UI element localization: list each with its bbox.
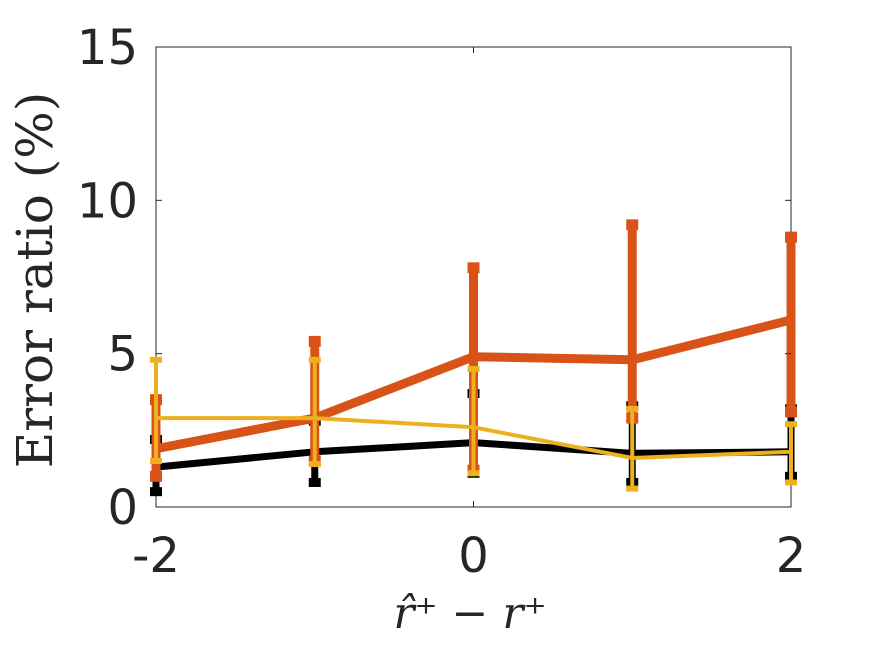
y-tick-label: 0 bbox=[107, 480, 138, 536]
data-point bbox=[786, 315, 796, 325]
data-point bbox=[630, 455, 635, 460]
y-axis-label: Error ratio (%) bbox=[6, 92, 64, 469]
series-layer bbox=[150, 219, 797, 497]
data-point bbox=[469, 352, 478, 362]
data-point bbox=[627, 355, 637, 365]
data-point bbox=[471, 425, 476, 430]
y-tick-label: 10 bbox=[77, 173, 138, 229]
y-tick-label: 15 bbox=[77, 20, 138, 76]
y-tick-label: 5 bbox=[107, 327, 138, 383]
x-tick-label: 2 bbox=[776, 528, 807, 584]
x-tick-label: 0 bbox=[458, 528, 489, 584]
data-point bbox=[789, 449, 793, 454]
x-axis-label: r̂⁺ − r⁺ bbox=[393, 588, 546, 639]
x-tick-label: -2 bbox=[132, 528, 180, 584]
data-point bbox=[312, 416, 317, 421]
series-3 bbox=[150, 356, 797, 492]
data-point bbox=[154, 416, 158, 421]
